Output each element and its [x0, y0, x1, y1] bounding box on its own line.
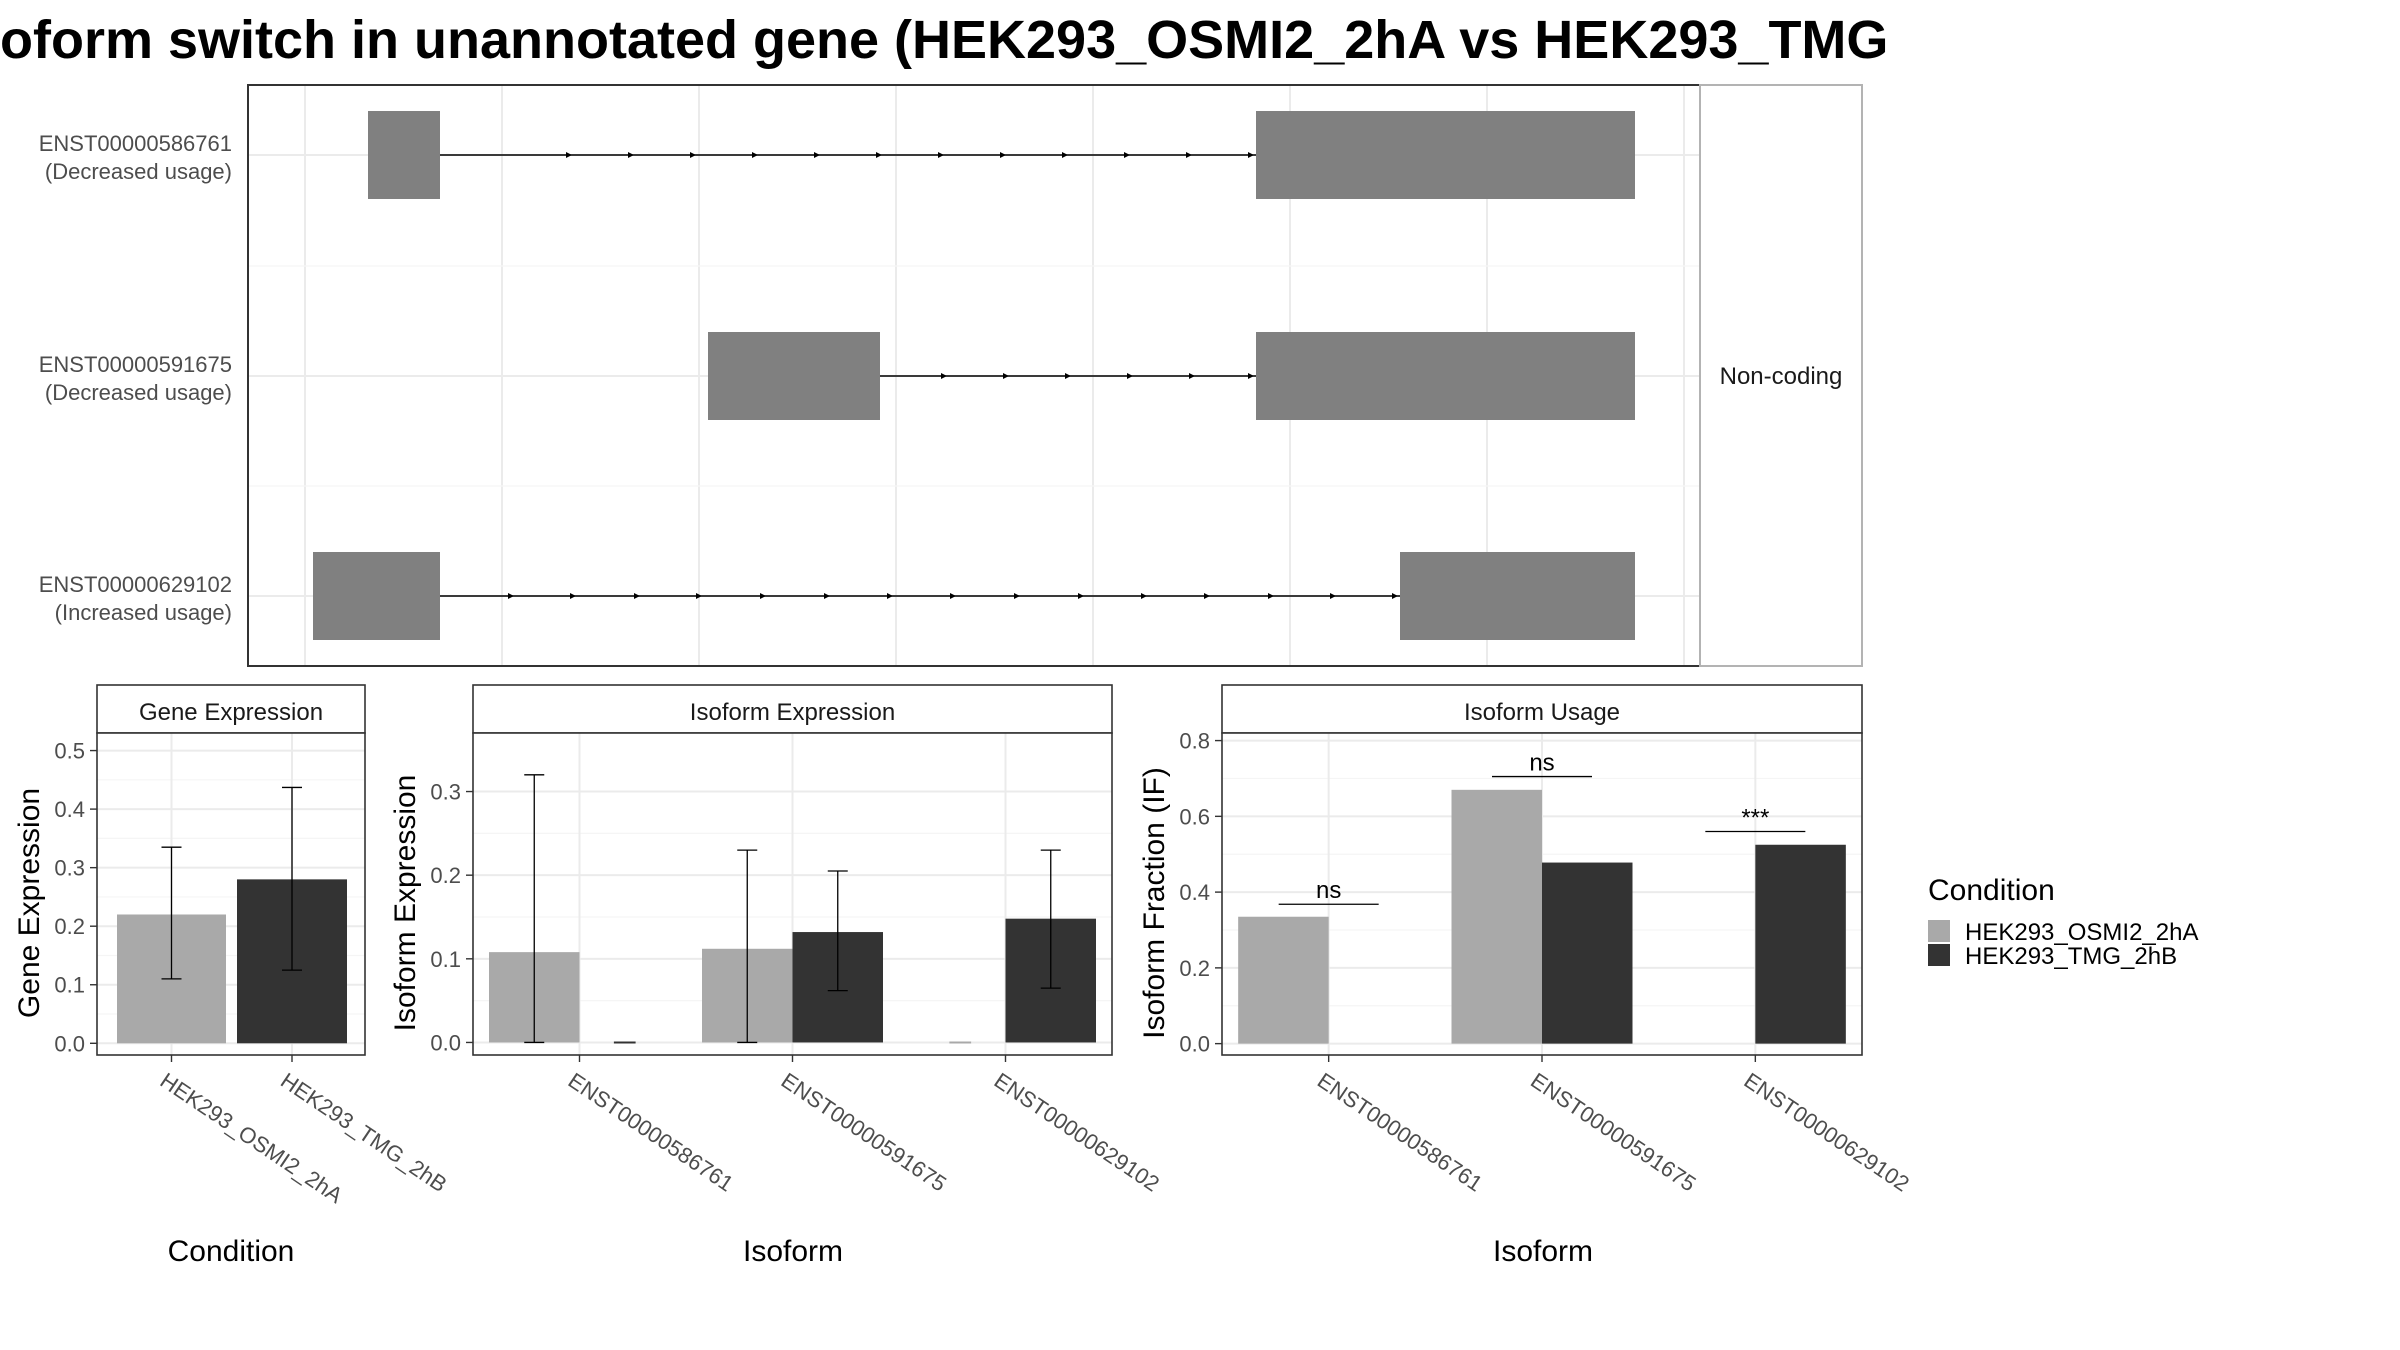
panel-strip-label: Isoform Expression	[690, 699, 895, 726]
transcript-label-status: (Increased usage)	[55, 600, 232, 625]
transcript-label-status: (Decreased usage)	[45, 159, 232, 184]
legend-label-osmi2: HEK293_OSMI2_2hA	[1965, 919, 2198, 946]
y-axis-title: Isoform Expression	[389, 775, 422, 1032]
x-tick-label: ENST00000586761	[1313, 1068, 1487, 1197]
panel-strip-label: Isoform Usage	[1464, 699, 1620, 726]
figure-title: oform switch in unannotated gene (HEK293…	[0, 10, 1888, 70]
y-tick-label: 0.2	[430, 863, 461, 888]
transcript-label-id: ENST00000591675	[39, 352, 232, 377]
legend-swatch-osmi2	[1928, 920, 1950, 942]
x-tick-label: ENST00000586761	[564, 1068, 738, 1197]
y-tick-label: 0.1	[54, 973, 85, 998]
transcript-row-1	[368, 111, 1635, 199]
legend: Condition HEK293_OSMI2_2hA HEK293_TMG_2h…	[1928, 874, 2198, 970]
plot-border	[96, 732, 366, 1056]
intron-arrows	[941, 373, 1254, 379]
legend-label-tmg: HEK293_TMG_2hB	[1965, 943, 2177, 970]
transcript-structure-panel: Non-coding ENST00000586761 (Decreased us…	[39, 84, 1863, 667]
bar-HEK293_OSMI2_2hA-ENST00000591675	[1451, 789, 1542, 1044]
chart-panel-1: Gene Expression0.00.10.20.30.40.5HEK293_…	[13, 684, 451, 1268]
transcript-label-id: ENST00000629102	[39, 572, 232, 597]
x-tick-label: ENST00000629102	[1740, 1068, 1914, 1197]
y-axis-title: Gene Expression	[13, 788, 46, 1018]
x-tick-label: ENST00000591675	[777, 1068, 951, 1197]
panel-strip-label: Gene Expression	[139, 699, 323, 726]
transcript-label-status: (Decreased usage)	[45, 380, 232, 405]
exon-1	[708, 332, 880, 420]
facet-label: Non-coding	[1720, 363, 1843, 390]
exon-2	[1400, 552, 1635, 640]
y-tick-label: 0.2	[1179, 956, 1210, 981]
significance-label: ns	[1529, 750, 1554, 777]
transcript-row-3	[313, 552, 1635, 640]
x-tick-label: ENST00000591675	[1526, 1068, 1700, 1197]
bar-HEK293_OSMI2_2hA-ENST00000586761	[1238, 916, 1329, 1044]
y-tick-label: 0.6	[1179, 804, 1210, 829]
exon-2	[1256, 111, 1635, 199]
panel-strip	[96, 684, 366, 734]
y-tick-label: 0.3	[430, 780, 461, 805]
legend-title: Condition	[1928, 874, 2055, 907]
chart-panel-2: Isoform Expression 0.0 0.1 0.2 0.3 ENST000005…	[389, 684, 1164, 1268]
y-tick-label: 0.8	[1179, 729, 1210, 754]
exon-1	[313, 552, 440, 640]
x-tick-label: ENST00000629102	[990, 1068, 1164, 1197]
bar-HEK293_TMG_2hB-ENST00000629102	[1755, 844, 1846, 1044]
bar-HEK293_TMG_2hB-ENST00000591675	[1542, 862, 1633, 1044]
y-tick-label: 0.0	[54, 1031, 85, 1056]
y-tick-label: 0.4	[54, 797, 85, 822]
bar-chart-panels: Gene Expression0.00.10.20.30.40.5HEK293_…	[13, 684, 1914, 1268]
intron-arrows	[566, 152, 1254, 158]
transcript-label-id: ENST00000586761	[39, 131, 232, 156]
transcript-row-2	[708, 332, 1635, 420]
y-tick-label: 0.1	[430, 947, 461, 972]
y-tick-label: 0.5	[54, 739, 85, 764]
panel-strip	[472, 684, 1113, 734]
significance-label: ***	[1741, 804, 1769, 831]
x-axis-title: Isoform	[743, 1235, 843, 1268]
y-tick-label: 0.0	[430, 1030, 461, 1055]
legend-swatch-tmg	[1928, 944, 1950, 966]
y-tick-label: 0.0	[1179, 1032, 1210, 1057]
significance-label: ns	[1316, 877, 1341, 904]
intron-arrows	[508, 593, 1398, 599]
exon-2	[1256, 332, 1635, 420]
y-tick-label: 0.2	[54, 914, 85, 939]
x-axis-title: Isoform	[1493, 1235, 1593, 1268]
chart-panel-3: Isoform Usage ns ns *** 0.0 0.2 0.4 0.6 0.8 ENST0…	[1138, 684, 1914, 1268]
panel-strip	[1221, 684, 1863, 734]
y-axis-title: Isoform Fraction (IF)	[1138, 767, 1171, 1039]
structure-minor-gridlines	[248, 265, 1700, 487]
x-axis-title: Condition	[168, 1235, 295, 1268]
exon-1	[368, 111, 440, 199]
facet-strip	[1699, 84, 1863, 667]
y-tick-label: 0.3	[54, 856, 85, 881]
y-tick-label: 0.4	[1179, 880, 1210, 905]
